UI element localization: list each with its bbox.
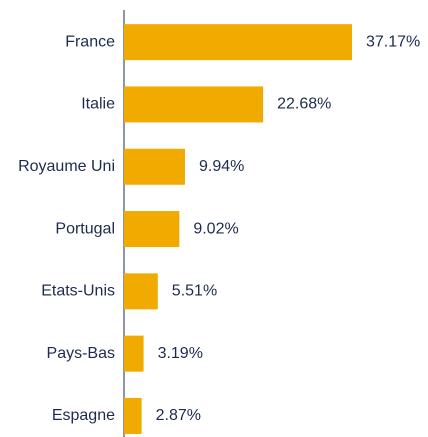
value-label: 3.19% xyxy=(158,345,203,362)
category-label: Etats-Unis xyxy=(41,283,115,300)
category-label: Italie xyxy=(81,96,115,113)
category-label: Portugal xyxy=(55,220,115,237)
bar xyxy=(124,211,180,248)
bar xyxy=(124,397,142,434)
bar xyxy=(124,148,185,185)
category-label: Espagne xyxy=(52,407,115,424)
value-label: 5.51% xyxy=(172,283,217,300)
value-label: 9.94% xyxy=(199,158,244,175)
value-label: 22.68% xyxy=(277,96,331,113)
bar xyxy=(124,24,352,61)
value-label: 37.17% xyxy=(366,33,420,50)
bar xyxy=(124,335,144,372)
bar xyxy=(124,273,158,310)
bar xyxy=(124,86,264,123)
category-label: Royaume Uni xyxy=(18,158,115,175)
value-label: 2.87% xyxy=(156,407,201,424)
value-label: 9.02% xyxy=(193,220,238,237)
category-label: Pays-Bas xyxy=(47,345,115,362)
category-label: France xyxy=(65,33,115,50)
